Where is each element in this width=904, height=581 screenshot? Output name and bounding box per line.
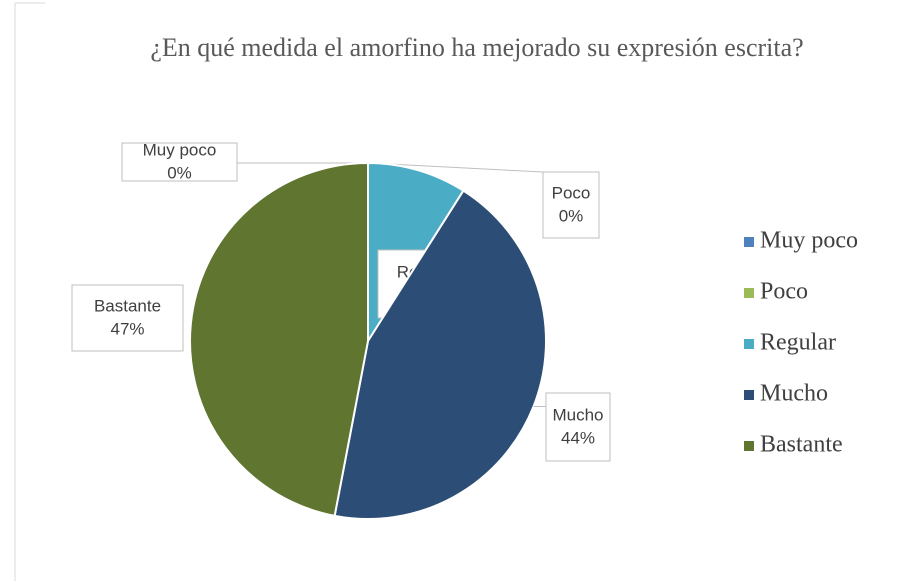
callout-box [545,392,611,462]
legend-label: Bastante [760,432,843,458]
callout-box [121,142,238,182]
data-label: 47% [110,319,144,338]
legend-label: Mucho [760,381,828,407]
legend-swatch [744,441,754,451]
data-label: 44% [561,428,595,447]
data-label-name: Mucho [552,405,603,424]
legend-swatch [744,237,754,247]
legend-label: Regular [760,330,836,356]
data-label: 0% [167,163,192,182]
data-label-name: Muy poco [143,140,217,159]
data-label-name: Poco [552,183,591,202]
callout-box [542,171,600,239]
legend-label: Muy poco [760,228,858,254]
data-label: 0% [559,206,584,225]
pie-slice [189,161,369,518]
legend-label: Poco [760,279,808,305]
legend-swatch [744,288,754,298]
callout-box [71,284,184,352]
data-label-name: Bastante [94,296,161,315]
pie-slice [333,189,547,520]
legend-swatch [744,390,754,400]
legend-swatch [744,339,754,349]
chart-title: ¿En qué medida el amorfino ha mejorado s… [150,33,804,62]
